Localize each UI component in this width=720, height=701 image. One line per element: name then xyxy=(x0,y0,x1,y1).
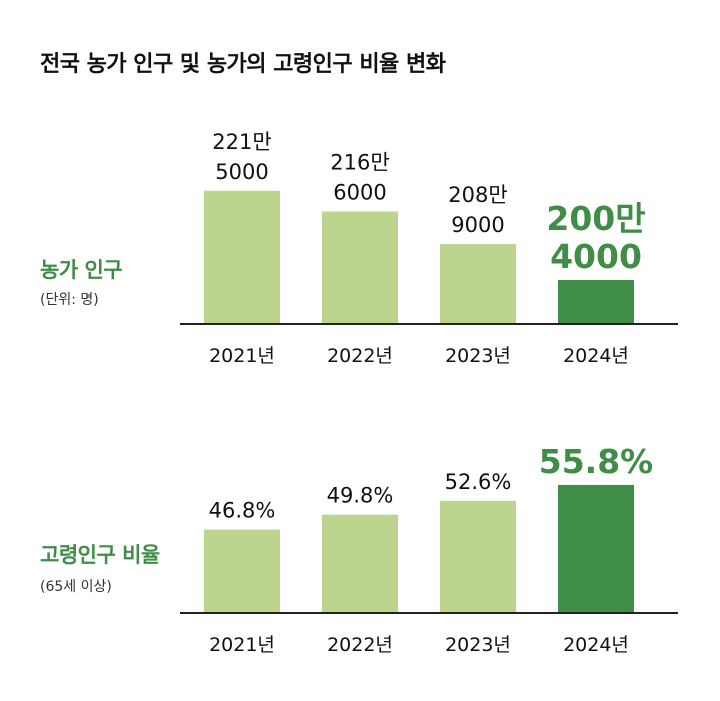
bar-2024년 xyxy=(558,484,634,613)
elderly-ratio-panel: 고령인구 비율 (65세 이상) 46.8% 2021년 49.8% 2022년 52.… xyxy=(0,400,720,680)
value-label: 216만 xyxy=(330,151,389,175)
value-label: 6000 xyxy=(333,181,386,205)
farm-population-panel: 농가 인구 (단위: 명) 221만 5000 2021년 216만 6000 2022년… xyxy=(0,100,720,380)
bar-2022년 xyxy=(322,514,398,613)
category-label: 2022년 xyxy=(327,634,393,656)
bar-2021년 xyxy=(204,190,280,324)
category-label: 2021년 xyxy=(209,345,275,367)
value-label: 4000 xyxy=(550,237,642,276)
value-label: 49.8% xyxy=(327,484,394,508)
bar-2021년 xyxy=(204,529,280,613)
value-label: 200만 xyxy=(546,199,645,238)
value-label: 221만 xyxy=(212,130,271,154)
value-label: 52.6% xyxy=(445,470,512,494)
bar-2022년 xyxy=(322,211,398,324)
category-label: 2024년 xyxy=(563,345,629,367)
bar-2024년 xyxy=(558,280,634,324)
farm-population-label: 농가 인구 xyxy=(40,258,123,282)
chart-title: 전국 농가 인구 및 농가의 고령인구 비율 변화 xyxy=(40,52,446,77)
value-label: 55.8% xyxy=(539,442,654,481)
elderly-ratio-label: 고령인구 비율 xyxy=(40,543,160,567)
bar-2023년 xyxy=(440,244,516,324)
farm-population-chart: 221만 5000 2021년 216만 6000 2022년 208만 9000 2023년 2… xyxy=(180,130,678,367)
category-label: 2024년 xyxy=(563,634,629,656)
value-label: 9000 xyxy=(451,213,504,237)
category-label: 2023년 xyxy=(445,634,511,656)
elderly-ratio-chart: 46.8% 2021년 49.8% 2022년 52.6% 2023년 55.8% 2024년 xyxy=(180,442,678,656)
value-label: 208만 xyxy=(448,183,507,207)
value-label: 5000 xyxy=(215,160,268,184)
bar-2023년 xyxy=(440,500,516,613)
farm-population-unit: (단위: 명) xyxy=(40,292,99,308)
elderly-ratio-unit: (65세 이상) xyxy=(40,579,112,595)
category-label: 2021년 xyxy=(209,634,275,656)
value-label: 46.8% xyxy=(209,499,276,523)
category-label: 2022년 xyxy=(327,345,393,367)
category-label: 2023년 xyxy=(445,345,511,367)
